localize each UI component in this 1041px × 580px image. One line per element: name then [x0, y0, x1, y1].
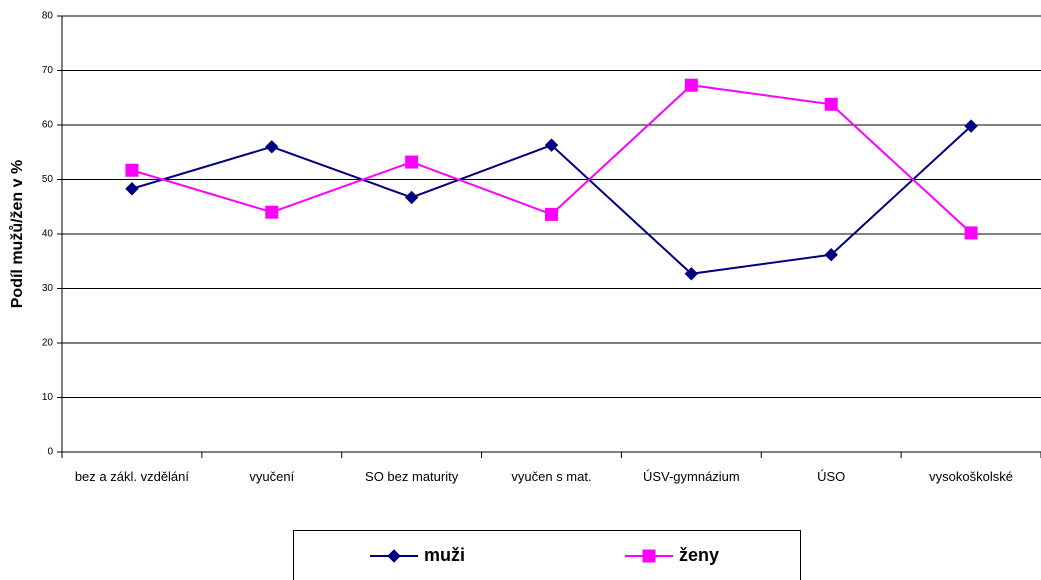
x-tick-label: ÚSV-gymnázium — [642, 469, 740, 484]
legend-marker — [642, 549, 656, 563]
legend-box — [293, 530, 801, 580]
legend-label: ženy — [679, 545, 719, 565]
x-tick-label: vyučen s mat. — [511, 469, 592, 484]
data-point — [125, 163, 139, 177]
y-tick-label: 20 — [42, 338, 54, 349]
y-tick-label: 0 — [47, 447, 53, 458]
y-tick-label: 50 — [42, 174, 54, 185]
data-point — [964, 226, 978, 240]
data-point — [125, 182, 139, 196]
y-tick-label: 80 — [42, 11, 54, 22]
data-point — [265, 140, 279, 154]
x-tick-label: vyučení — [249, 469, 295, 484]
data-point — [545, 207, 558, 221]
y-tick-label: 70 — [42, 65, 54, 76]
x-tick-label: SO bez maturity — [365, 469, 459, 484]
data-point — [405, 155, 419, 169]
y-tick-label: 40 — [42, 229, 54, 240]
x-tick-label: bez a zákl. vzdělání — [74, 469, 190, 484]
x-tick-label: ÚSO — [817, 469, 846, 484]
data-point — [964, 119, 978, 133]
data-point — [404, 190, 419, 205]
x-tick-label: vysokoškolské — [929, 469, 1013, 484]
data-point — [824, 97, 838, 111]
legend-marker — [387, 549, 401, 563]
data-point — [684, 267, 699, 281]
y-tick-label: 60 — [42, 120, 54, 131]
y-axis-label: Podíl mužů/žen v % — [9, 160, 26, 308]
data-point — [684, 78, 698, 92]
data-point — [265, 205, 279, 219]
y-tick-label: 30 — [42, 283, 54, 294]
data-point — [544, 138, 559, 152]
y-tick-label: 10 — [42, 392, 54, 403]
data-point — [824, 248, 838, 262]
legend-label: muži — [424, 545, 465, 565]
